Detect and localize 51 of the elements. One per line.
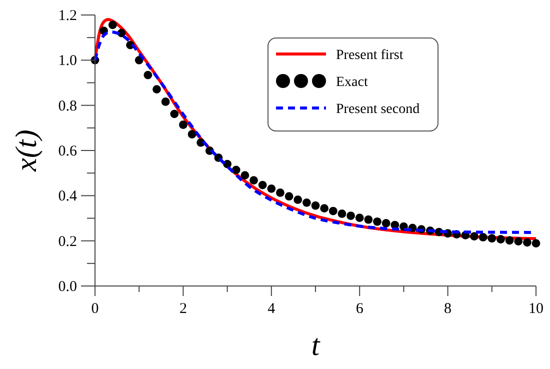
point xyxy=(108,20,117,30)
point xyxy=(470,232,478,241)
y-tick-label: 0.6 xyxy=(58,144,78,160)
point xyxy=(276,188,284,197)
point xyxy=(152,85,161,94)
point xyxy=(522,238,532,247)
point xyxy=(505,236,514,245)
point xyxy=(250,176,258,185)
y-tick-label: 0.8 xyxy=(58,98,77,114)
point xyxy=(144,70,152,80)
x-tick-label: 6 xyxy=(356,301,364,317)
point xyxy=(240,171,250,180)
point xyxy=(478,233,488,242)
point xyxy=(320,204,329,213)
x-tick-label: 0 xyxy=(91,301,99,317)
point xyxy=(532,239,540,248)
y-tick-label: 1.2 xyxy=(58,8,77,24)
point xyxy=(328,206,338,216)
point xyxy=(258,180,267,190)
point xyxy=(267,184,276,193)
y-tick-label: 1.0 xyxy=(58,53,77,70)
point xyxy=(364,215,373,224)
point xyxy=(179,120,188,129)
point xyxy=(514,237,523,246)
x-axis-title: t xyxy=(311,329,320,362)
x-tick-label: 10 xyxy=(528,301,544,317)
x-tick-label: 4 xyxy=(268,301,276,317)
point xyxy=(488,234,496,243)
point xyxy=(232,166,240,174)
y-tick-label: 0.2 xyxy=(58,234,77,250)
point xyxy=(188,130,196,138)
point xyxy=(170,110,179,118)
legend-label: Exact xyxy=(336,75,368,90)
point xyxy=(373,217,382,226)
point xyxy=(311,201,320,210)
point xyxy=(161,98,170,106)
point xyxy=(284,192,294,201)
point xyxy=(346,212,355,220)
point xyxy=(338,210,346,218)
y-axis-title: x(t) xyxy=(10,130,43,172)
point xyxy=(496,235,505,244)
point xyxy=(382,219,390,228)
legend-label: Present first xyxy=(336,48,404,63)
point xyxy=(302,198,311,207)
y-tick-label: 0.4 xyxy=(58,188,78,205)
x-tick-label: 8 xyxy=(444,301,452,317)
point xyxy=(355,214,364,222)
y-tick-label: 0.0 xyxy=(58,279,77,295)
point xyxy=(294,196,302,204)
x-tick-label: 2 xyxy=(179,301,187,317)
legend-label: Present second xyxy=(336,102,420,117)
